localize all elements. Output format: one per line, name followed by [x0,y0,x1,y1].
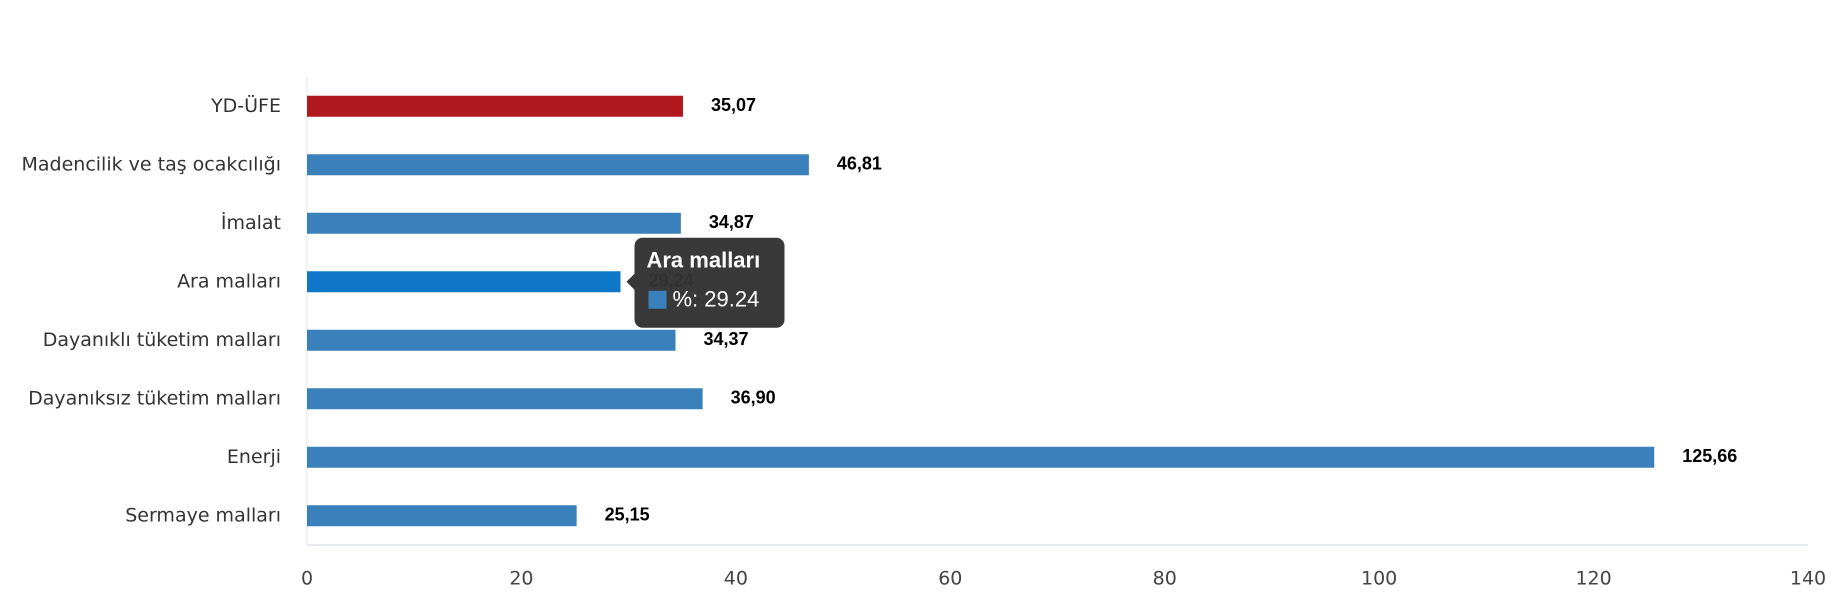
category-label: Dayanıksız tüketim malları [28,387,281,409]
value-label: 34,37 [703,329,748,349]
x-tick-label: 80 [1153,568,1177,590]
bar[interactable] [307,95,684,117]
bar[interactable] [307,329,676,351]
category-label: Dayanıklı tüketim malları [43,329,281,351]
x-tick-label: 60 [938,568,962,590]
x-tick-label: 140 [1790,568,1826,590]
bar[interactable] [307,505,577,527]
value-label: 35,07 [711,95,756,115]
x-tick-label: 120 [1575,568,1611,590]
bar[interactable] [307,446,1655,468]
x-tick-label: 20 [509,568,533,590]
tooltip-label: %: 29.24 [672,287,759,312]
category-label: YD-ÜFE [210,94,281,117]
bar[interactable] [307,271,621,293]
category-label: Sermaye malları [125,504,281,526]
tooltip-title: Ara malları [646,248,760,273]
value-label: 125,66 [1682,446,1737,466]
category-label: Madencilik ve taş ocakcılığı [22,153,282,175]
value-label: 25,15 [605,505,650,525]
category-label: İmalat [221,211,281,234]
bar[interactable] [307,388,703,410]
category-label: Ara malları [177,270,281,292]
x-tick-label: 40 [724,568,748,590]
tooltip-swatch [648,290,667,309]
value-label: 46,81 [837,154,882,174]
x-tick-label: 100 [1361,568,1397,590]
category-label: Enerji [227,446,281,468]
value-label: 36,90 [731,388,776,408]
bar[interactable] [307,154,809,176]
bar[interactable] [307,212,681,234]
x-tick-label: 0 [301,568,313,590]
value-label: 34,87 [709,212,754,232]
